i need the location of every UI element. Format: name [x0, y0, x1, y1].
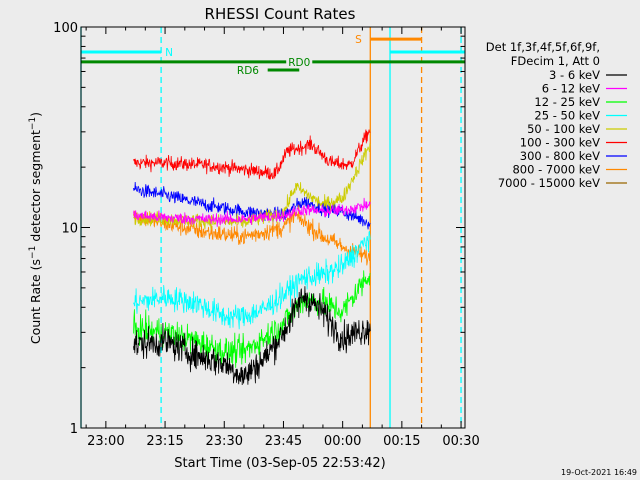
series-line-3-6-kev [133, 286, 371, 386]
series-line-12-25-kev [133, 270, 371, 368]
y-tick-label: 100 [53, 21, 78, 36]
flag-label-n: N [165, 47, 173, 59]
x-tick-label: 23:15 [146, 434, 183, 449]
legend: Det 1f,3f,4f,5f,6f,9f,FDecim 1, Att 03 -… [486, 40, 627, 190]
flag-label-bg-rd6 [234, 65, 262, 78]
y-tick-label: 10 [61, 222, 78, 237]
legend-entry-label: 25 - 50 keV [534, 109, 600, 123]
chart-title: RHESSI Count Rates [205, 5, 356, 23]
flag-label-s: S [355, 34, 362, 46]
series-line-100-300-kev [133, 129, 371, 180]
legend-header-line: Det 1f,3f,4f,5f,6f,9f, [486, 40, 600, 54]
flag-label-rd0: RD0 [288, 57, 310, 69]
legend-entry-label: 300 - 800 keV [520, 149, 600, 163]
series-line-800-7000-kev [133, 204, 371, 269]
y-axis-label-mid: detector segment [28, 130, 43, 246]
x-tick-label: 00:00 [324, 434, 361, 449]
y-axis-label-sup1: −1 [28, 246, 38, 259]
x-tick-label: 00:30 [442, 434, 479, 449]
series-line-25-50-kev [133, 231, 371, 330]
y-axis-label-sup2: −1 [28, 117, 38, 130]
legend-entry-label: 50 - 100 keV [527, 122, 600, 136]
legend-entry-label: 12 - 25 keV [534, 95, 600, 109]
flag-label-bg-s [353, 34, 365, 47]
y-tick-label: 1 [70, 422, 78, 437]
flag-label-bg-rd0 [286, 56, 313, 69]
legend-entry-label: 100 - 300 keV [520, 136, 600, 150]
flag-label-rd6: RD6 [237, 65, 259, 77]
x-tick-label: 00:15 [383, 434, 420, 449]
legend-entry-label: 3 - 6 keV [549, 68, 600, 82]
y-axis-label: Count Rate (s−1 detector segment−1) [28, 112, 43, 344]
x-axis-label: Start Time (03-Sep-05 22:53:42) [174, 456, 385, 471]
x-tick-label: 23:30 [206, 434, 243, 449]
flag-label-bg-n [163, 47, 175, 60]
y-axis-label-end: ) [28, 112, 43, 117]
x-tick-label: 23:00 [87, 434, 124, 449]
legend-header-line: FDecim 1, Att 0 [511, 54, 600, 68]
legend-entry-label: 7000 - 15000 keV [498, 176, 600, 190]
x-tick-label: 23:45 [265, 434, 302, 449]
legend-entry-label: 6 - 12 keV [542, 82, 600, 96]
y-axis-label-main: Count Rate (s [28, 259, 43, 344]
series-line-50-100-kev [133, 143, 371, 230]
legend-entry-label: 800 - 7000 keV [512, 163, 600, 177]
series-line-6-12-kev [133, 197, 371, 227]
footer-timestamp: 19-Oct-2021 16:49 [561, 468, 637, 477]
